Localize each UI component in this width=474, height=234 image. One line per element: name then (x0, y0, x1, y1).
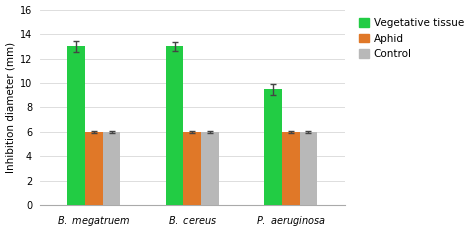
Bar (85, 132, 103, 205)
Bar (264, 89, 282, 205)
Legend: Vegetative tissue, Aphid, Control: Vegetative tissue, Aphid, Control (356, 15, 467, 62)
Y-axis label: Inhibition diameter (mm): Inhibition diameter (mm) (6, 42, 16, 173)
Bar (282, 132, 300, 205)
Bar (166, 46, 183, 205)
Bar (183, 132, 201, 205)
Bar (300, 132, 317, 205)
Bar (103, 132, 120, 205)
Bar (201, 132, 219, 205)
Bar (67, 46, 85, 205)
